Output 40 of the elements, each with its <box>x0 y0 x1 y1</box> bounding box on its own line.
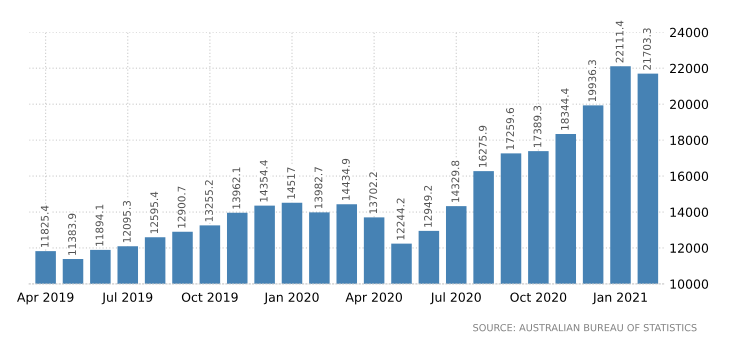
data-label: 11894.1 <box>96 204 104 246</box>
y-tick-label: 16000 <box>670 172 708 181</box>
y-tick-label: 24000 <box>670 28 708 38</box>
y-tick-label: 22000 <box>670 64 708 74</box>
data-label: 12949.2 <box>424 186 432 227</box>
data-label: 18344.4 <box>560 88 569 130</box>
y-tick-label: 20000 <box>670 100 708 110</box>
data-label: 13255.2 <box>205 180 213 222</box>
data-label: 13702.2 <box>369 172 378 214</box>
y-tick-label: 14000 <box>670 207 708 217</box>
data-label: 17389.3 <box>534 106 542 147</box>
x-tick-label: Jan 2021 <box>592 292 647 304</box>
data-label: 11383.9 <box>68 214 76 255</box>
data-label: 14354.4 <box>260 160 268 202</box>
data-label: 21703.3 <box>643 28 651 70</box>
x-tick-label: Jul 2020 <box>430 292 481 304</box>
x-tick-label: Oct 2020 <box>510 292 566 302</box>
data-label: 16275.9 <box>478 126 487 167</box>
data-label: 14329.8 <box>451 160 460 202</box>
data-label: 22111.4 <box>616 20 624 62</box>
x-tick-label: Apr 2019 <box>17 292 74 304</box>
data-label: 11825.4 <box>40 206 49 247</box>
source-note: SOURCE: AUSTRALIAN BUREAU OF STATISTICS <box>473 324 697 332</box>
y-tick-label: 18000 <box>670 136 708 146</box>
data-label: 19936.3 <box>588 60 596 102</box>
data-label: 13982.7 <box>314 167 322 208</box>
data-label: 14517 <box>287 167 296 199</box>
y-tick-label: 12000 <box>670 243 708 253</box>
x-tick-label: Jan 2020 <box>264 292 319 304</box>
data-label: 12595.4 <box>150 192 158 234</box>
x-tick-label: Jul 2019 <box>102 292 152 304</box>
x-tick-label: Apr 2020 <box>346 292 402 304</box>
data-label: 17259.6 <box>506 108 514 150</box>
x-tick-label: Oct 2019 <box>182 292 238 302</box>
data-label: 12900.7 <box>178 186 186 228</box>
data-label: 13962.1 <box>232 168 240 209</box>
y-tick-label: 10000 <box>670 279 708 289</box>
data-label: 12095.3 <box>122 200 131 242</box>
data-label: 12244.2 <box>396 198 404 240</box>
data-label: 14434.9 <box>342 158 350 200</box>
